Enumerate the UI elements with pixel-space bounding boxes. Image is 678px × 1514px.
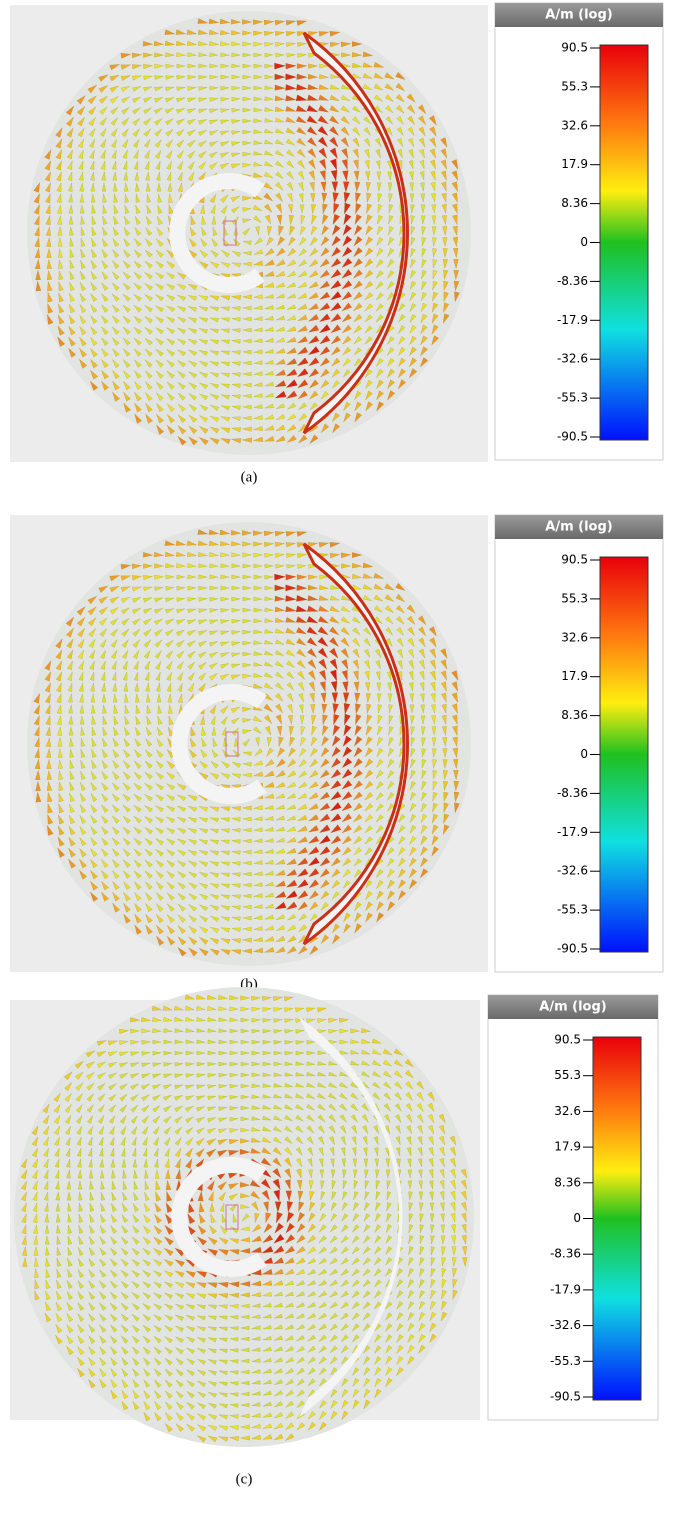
colorbar-label: 90.5 [561, 41, 588, 55]
colorbar-label: -55.3 [550, 1354, 581, 1368]
colorbar-label: 55.3 [561, 79, 588, 93]
colorbar-label: -17.9 [557, 313, 588, 327]
colorbar-label: 0 [580, 235, 588, 249]
colorbar-label: -8.36 [557, 786, 588, 800]
colorbar-label: 90.5 [554, 1033, 581, 1047]
colorbar-label: -8.36 [550, 1247, 581, 1261]
colorbar-label: -17.9 [557, 825, 588, 839]
colorbar-label: -17.9 [550, 1282, 581, 1296]
colorbar-label: 8.36 [554, 1175, 581, 1189]
colorbar-label: -32.6 [557, 352, 588, 366]
colorbar-label: 0 [580, 747, 588, 761]
field-panel [10, 987, 480, 1447]
colorbar-title: A/m (log) [539, 1000, 606, 1015]
colorbar-label: -8.36 [557, 274, 588, 288]
panel-caption: (a) [241, 469, 258, 485]
panel-caption: (c) [236, 1471, 253, 1487]
colorbar-label: 17.9 [554, 1140, 581, 1154]
colorbar-label: -90.5 [557, 430, 588, 444]
field-panel [10, 5, 488, 462]
colorbar-label: 17.9 [561, 157, 588, 171]
colorbar-gradient [600, 557, 648, 952]
colorbar-label: -32.6 [557, 864, 588, 878]
colorbar-label: -32.6 [550, 1318, 581, 1332]
colorbar-label: 90.5 [561, 553, 588, 567]
colorbar-label: 8.36 [561, 708, 588, 722]
figure: A/m (log) 90.5 55.3 32.6 17.9 8.36 0 -8.36 -17.9… [0, 0, 678, 1514]
colorbar-label: 32.6 [561, 118, 588, 132]
colorbar-title: A/m (log) [545, 8, 612, 23]
colorbar-label: 32.6 [561, 630, 588, 644]
field-panel [10, 515, 488, 972]
disc [14, 987, 474, 1447]
colorbar-gradient [600, 45, 648, 440]
colorbar-label: 55.3 [561, 591, 588, 605]
colorbar-label: 55.3 [554, 1068, 581, 1082]
colorbar-label: -90.5 [557, 942, 588, 956]
colorbar-gradient [593, 1037, 641, 1400]
colorbar-label: -55.3 [557, 391, 588, 405]
colorbar-label: 0 [573, 1211, 581, 1225]
colorbar-label: 8.36 [561, 196, 588, 210]
colorbar-title: A/m (log) [545, 520, 612, 535]
colorbar-label: -90.5 [550, 1390, 581, 1404]
colorbar-label: 17.9 [561, 669, 588, 683]
colorbar-label: 32.6 [554, 1104, 581, 1118]
colorbar-label: -55.3 [557, 903, 588, 917]
